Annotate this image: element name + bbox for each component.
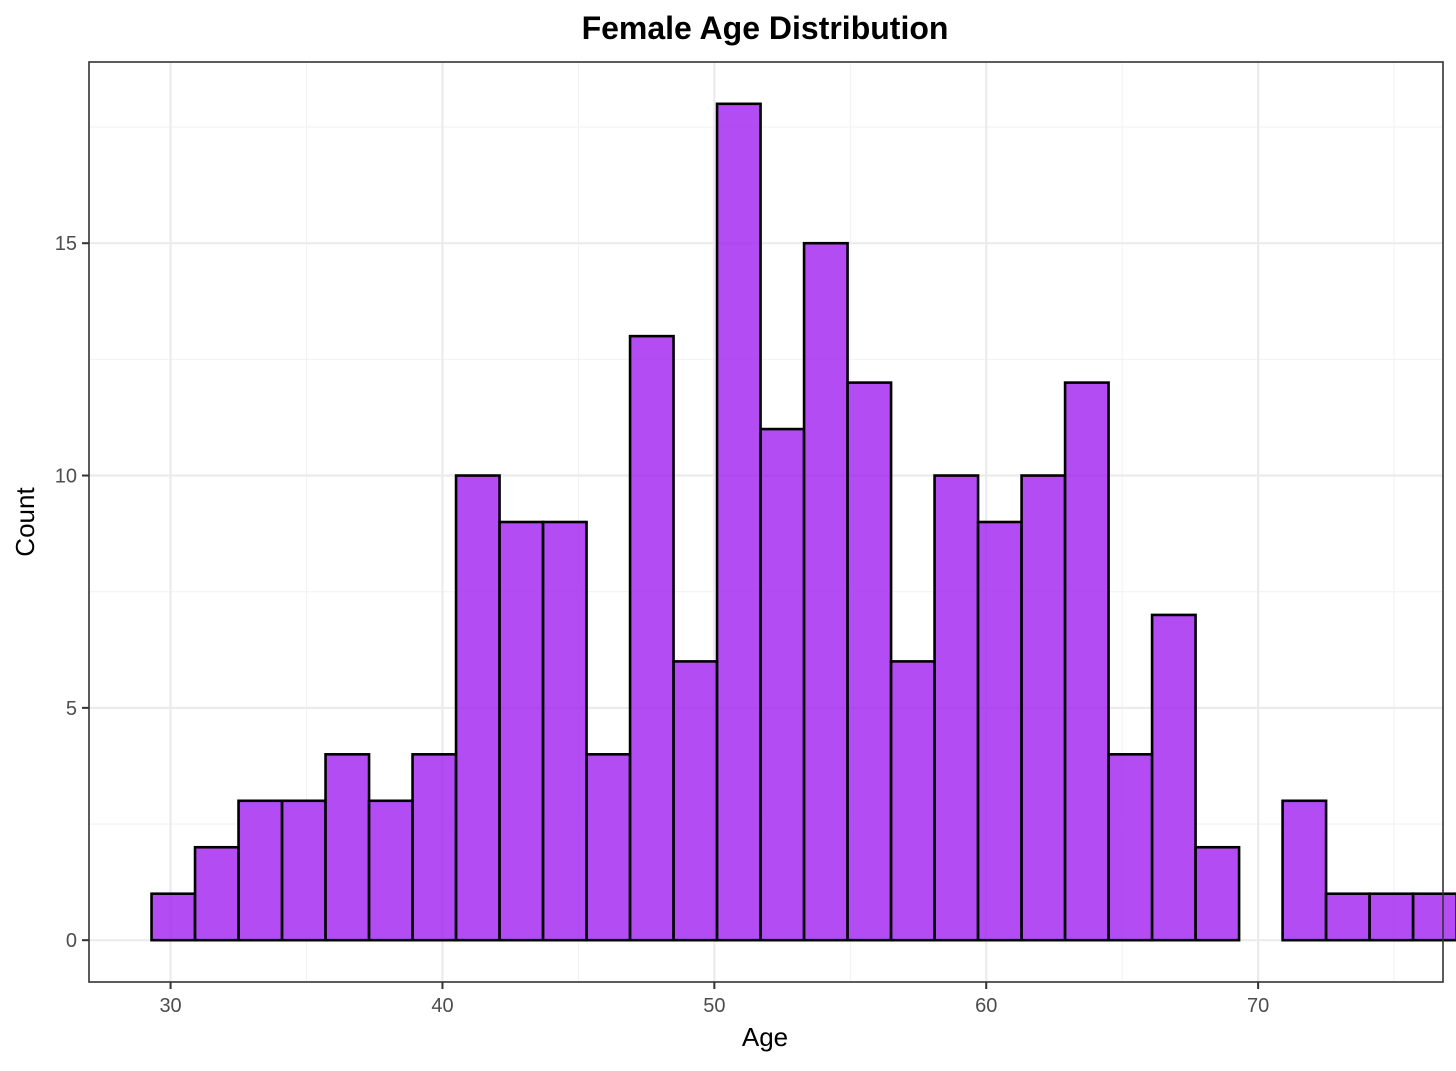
histogram-bar [1150,613,1197,942]
histogram-bar [585,753,632,942]
bars [150,102,1456,942]
histogram-bar [672,660,719,942]
histogram-bar [1411,892,1456,942]
histogram-bar [1281,799,1328,942]
histogram-bar [324,753,371,942]
histogram-bar [1063,381,1110,942]
histogram-bar [367,799,414,942]
histogram-bar [846,381,893,942]
y-tick-label: 0 [66,930,77,952]
y-tick-label: 10 [55,466,77,488]
histogram-bar [280,799,327,942]
histogram-bar [802,241,849,942]
x-tick-label: 60 [975,995,997,1017]
x-tick-label: 70 [1247,995,1269,1017]
histogram-bar [411,753,458,942]
histogram-bar [237,799,284,942]
histogram-bar [541,520,588,942]
histogram-bar [1194,845,1241,942]
histogram-bar [193,845,240,942]
histogram-bar [1107,753,1154,942]
histogram-bar [1368,892,1415,942]
histogram-bar [498,520,545,942]
histogram-bar [150,892,197,942]
x-tick-label: 50 [703,995,725,1017]
y-tick-label: 5 [66,698,77,720]
histogram-bar [454,474,501,942]
axes: 30 40 50 60 70 0 5 10 15 [55,233,1269,1017]
y-tick-label: 15 [55,233,77,255]
histogram-bar [628,334,675,942]
histogram-bar [933,474,980,942]
histogram-bar [889,660,936,942]
chart-title: Female Age Distribution [582,10,949,46]
x-tick-label: 30 [159,995,181,1017]
histogram-bar [1020,474,1067,942]
histogram-bar [1324,892,1371,942]
histogram-bar [715,102,762,942]
panel-border [88,61,1444,983]
y-axis-title: Count [10,487,40,557]
histogram-bar [976,520,1023,942]
histogram-bar [759,427,806,942]
x-tick-label: 40 [431,995,453,1017]
x-axis-title: Age [742,1022,788,1052]
